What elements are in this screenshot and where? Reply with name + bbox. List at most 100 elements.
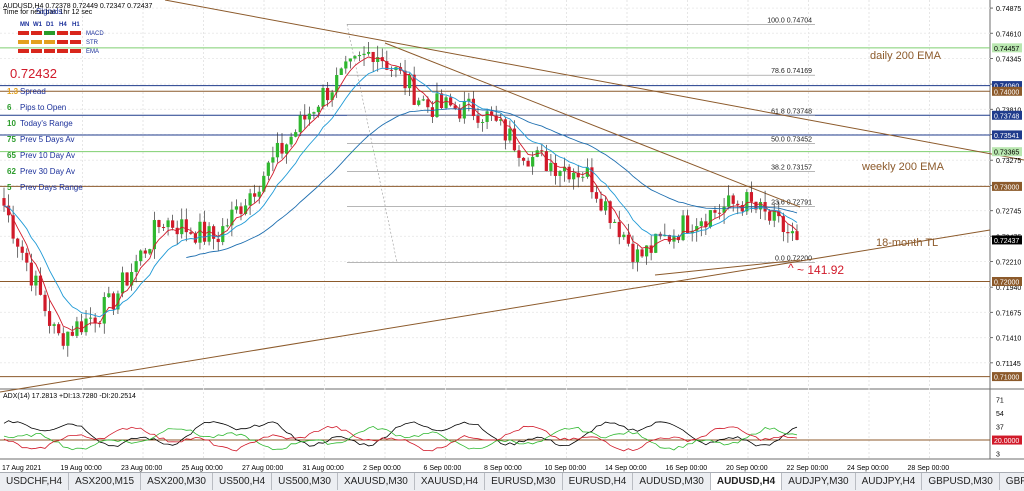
signal-row-label: MACD [86, 31, 104, 37]
candle [512, 128, 517, 151]
candle [708, 210, 713, 227]
ema-mid-line [3, 67, 798, 318]
chart-tab[interactable]: ASX200,M30 [141, 473, 213, 490]
candle [562, 166, 567, 172]
candle [102, 297, 106, 324]
chart-tab[interactable]: AUDUSD,M30 [633, 473, 711, 490]
chart-tab[interactable]: ASX200,M15 [69, 473, 142, 490]
candle [480, 121, 485, 123]
candle [357, 55, 362, 57]
chart-tab[interactable]: EURUSD,M30 [485, 473, 563, 490]
minus-di-line [3, 425, 798, 452]
candle [613, 221, 617, 223]
signal-indicator [18, 40, 29, 44]
candle [266, 162, 270, 176]
candle [439, 93, 444, 109]
price-tag-label: 0.74000 [994, 89, 1019, 96]
fib-level-label: 50.0 0.73452 [771, 136, 812, 143]
chart-tab[interactable]: AUDJPY,M30 [782, 473, 856, 490]
signal-timeframe-label: H1 [72, 22, 80, 28]
date-tick-label: 6 Sep 00:00 [424, 465, 462, 472]
candle [43, 294, 47, 312]
candle [389, 69, 393, 71]
candle [57, 324, 61, 334]
candle [772, 210, 776, 221]
candle [594, 192, 599, 199]
candle [234, 206, 239, 210]
info-row-label: Today's Range [20, 119, 73, 128]
adx-tick-label: 3 [996, 452, 1000, 459]
chart-tab[interactable]: US500,M30 [272, 473, 338, 490]
candle [421, 99, 425, 101]
candle [225, 225, 229, 227]
chart-tab[interactable]: USDCHF,H4 [0, 473, 70, 490]
signal-indicator [18, 31, 29, 35]
chart-tab[interactable]: XAUUSD,M30 [338, 473, 415, 490]
chart-tab[interactable]: GBPUSD,H4 [1000, 473, 1024, 490]
signal-indicator [57, 31, 68, 35]
candle [531, 156, 535, 167]
candle [38, 275, 43, 295]
candle [139, 250, 143, 262]
date-tick-label: 28 Sep 00:00 [908, 465, 950, 472]
candle [453, 105, 457, 109]
candle [758, 202, 763, 210]
price-tag-label: 0.73748 [994, 113, 1019, 120]
candle [116, 293, 120, 310]
candle [371, 51, 375, 62]
candle [540, 150, 544, 152]
price-tag-label: 0.73541 [994, 133, 1019, 140]
candle [435, 93, 439, 117]
candle [717, 212, 722, 214]
info-row-value: 62 [7, 167, 16, 176]
candle [503, 119, 507, 141]
candle [339, 68, 343, 76]
signal-indicator [57, 40, 68, 44]
candle [107, 293, 111, 298]
chart-tab[interactable]: GBPUSD,M30 [922, 473, 1000, 490]
candle [207, 226, 211, 242]
candle [325, 87, 330, 101]
chart-tab[interactable]: EURUSD,H4 [563, 473, 634, 490]
candle [490, 111, 494, 116]
candle [47, 311, 52, 326]
date-tick-label: 20 Sep 00:00 [726, 465, 768, 472]
candle [786, 232, 790, 234]
candle [654, 233, 658, 253]
candle [622, 234, 626, 238]
chart-tab[interactable]: AUDUSD,H4 [710, 473, 783, 490]
candle [722, 206, 726, 213]
candle [471, 98, 476, 117]
signal-indicator [31, 31, 42, 35]
date-tick-label: 2 Sep 00:00 [363, 465, 401, 472]
candle [271, 157, 275, 163]
candle [25, 252, 29, 263]
weekly-ema-annotation: weekly 200 EMA [861, 161, 945, 173]
candle [599, 198, 603, 211]
info-row-value: 65 [7, 151, 16, 160]
candle [257, 191, 261, 197]
price-tag-label: 0.72437 [994, 238, 1019, 245]
candle [781, 216, 785, 233]
chart-tab[interactable]: US500,H4 [213, 473, 273, 490]
candle [731, 195, 735, 204]
candle [567, 166, 571, 180]
candle [298, 115, 302, 133]
candle [521, 157, 526, 161]
candle [202, 221, 207, 242]
price-tag [992, 181, 1022, 191]
date-tick-label: 27 Aug 00:00 [242, 465, 283, 472]
chart-tab[interactable]: XAUUSD,H4 [415, 473, 486, 490]
candle [335, 75, 339, 93]
signal-timeframe-label: H4 [59, 22, 67, 28]
signal-indicator [70, 40, 81, 44]
descending-trendline [164, 0, 1024, 161]
candle [699, 221, 703, 227]
date-tick-label: 17 Aug 2021 [2, 465, 41, 472]
candle [517, 150, 521, 158]
candle [362, 53, 366, 56]
price-tick-label: 0.74345 [996, 56, 1021, 63]
chart-tab[interactable]: AUDJPY,H4 [856, 473, 923, 490]
candle [262, 175, 266, 192]
